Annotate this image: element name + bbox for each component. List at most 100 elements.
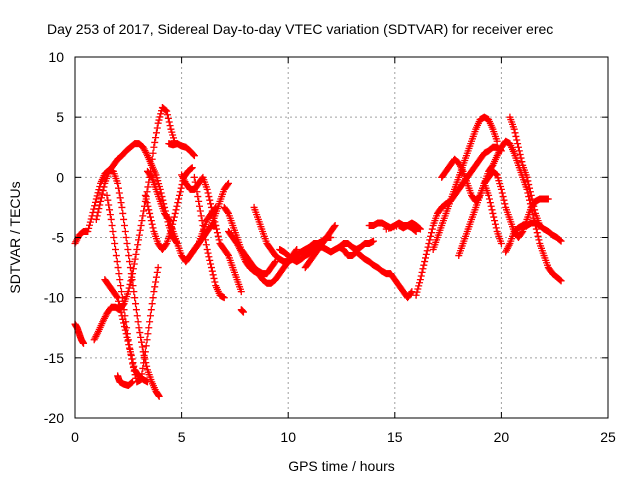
data-point — [204, 189, 212, 197]
y-tick-label: 10 — [48, 49, 64, 65]
data-point — [115, 189, 123, 197]
data-point — [192, 183, 200, 191]
data-point — [556, 236, 564, 244]
data-point — [205, 253, 213, 261]
data-point — [206, 196, 214, 204]
data-point — [125, 252, 133, 260]
data-point — [200, 226, 208, 234]
data-point — [131, 294, 139, 302]
data-point — [125, 341, 133, 349]
data-point — [527, 191, 535, 199]
data-point — [114, 297, 122, 305]
series-sat-p — [237, 306, 247, 316]
data-point — [130, 260, 138, 268]
data-point — [148, 300, 156, 308]
series-sat-ac — [502, 219, 544, 256]
data-point — [105, 201, 113, 209]
data-point — [536, 221, 544, 229]
data-point — [190, 173, 198, 181]
data-point — [157, 189, 165, 197]
data-point — [118, 203, 126, 211]
data-point — [126, 344, 134, 352]
data-point — [203, 185, 211, 193]
data-point — [416, 276, 424, 284]
data-point — [124, 288, 132, 296]
data-point — [117, 199, 125, 207]
data-point — [129, 270, 137, 278]
data-point — [138, 217, 146, 225]
data-point — [533, 229, 541, 237]
data-point — [501, 200, 509, 208]
data-point — [203, 246, 211, 254]
y-axis-title: SDTVAR / TECUs — [7, 181, 23, 293]
data-point — [100, 183, 108, 191]
data-point — [122, 330, 130, 338]
data-point — [534, 232, 542, 240]
data-point — [91, 198, 99, 206]
series-sat-g — [101, 276, 151, 386]
data-point — [85, 224, 93, 232]
data-point — [207, 200, 215, 208]
data-point — [144, 183, 152, 191]
data-point — [128, 379, 136, 387]
data-point — [110, 234, 118, 241]
data-point — [172, 206, 180, 214]
data-point — [107, 215, 115, 223]
data-point — [491, 220, 499, 228]
data-point — [208, 267, 216, 275]
data-point — [136, 329, 144, 337]
data-point — [414, 285, 422, 293]
data-point — [424, 243, 432, 251]
data-point — [498, 189, 506, 197]
series-sat-a — [71, 166, 163, 400]
data-point — [133, 246, 141, 254]
data-point — [96, 201, 104, 209]
y-tick-label: 5 — [56, 109, 64, 125]
data-point — [153, 268, 161, 276]
data-point — [512, 132, 520, 140]
data-point — [116, 194, 124, 202]
data-point — [147, 217, 155, 225]
data-point — [193, 188, 201, 196]
data-point — [112, 252, 120, 260]
data-point — [147, 172, 155, 180]
data-point — [423, 247, 431, 255]
data-point — [224, 250, 232, 258]
data-point — [331, 221, 339, 229]
data-point — [117, 288, 125, 296]
data-point — [415, 282, 423, 290]
data-point — [132, 300, 140, 308]
data-point — [514, 140, 522, 148]
data-point — [138, 338, 146, 346]
data-point — [205, 193, 213, 201]
data-point — [103, 191, 111, 199]
data-point — [141, 191, 149, 199]
data-point — [190, 152, 198, 160]
data-point — [150, 288, 158, 296]
data-point — [126, 280, 134, 288]
series-sat-f — [114, 372, 137, 390]
data-point — [143, 362, 151, 370]
data-point — [220, 294, 228, 302]
data-point — [369, 237, 377, 245]
data-point — [119, 300, 127, 308]
data-point — [132, 250, 140, 258]
data-point — [149, 224, 157, 232]
data-point — [419, 265, 427, 273]
data-point — [140, 207, 148, 215]
y-tick-label: 0 — [56, 169, 64, 185]
data-point — [117, 308, 125, 316]
data-point — [412, 227, 420, 235]
data-point — [146, 312, 154, 320]
axis-ticks: 0 5 10 15 20 25 -20 -15 -10 -5 0 5 10 — [44, 49, 616, 445]
data-point — [195, 197, 203, 205]
data-point — [124, 246, 132, 254]
data-point — [271, 259, 279, 267]
data-point — [293, 246, 301, 254]
data-point — [152, 129, 160, 137]
data-point — [142, 342, 150, 350]
x-tick-label: 5 — [178, 429, 186, 445]
data-point — [114, 184, 122, 192]
data-point — [176, 188, 184, 196]
x-axis-title: GPS time / hours — [288, 458, 395, 474]
